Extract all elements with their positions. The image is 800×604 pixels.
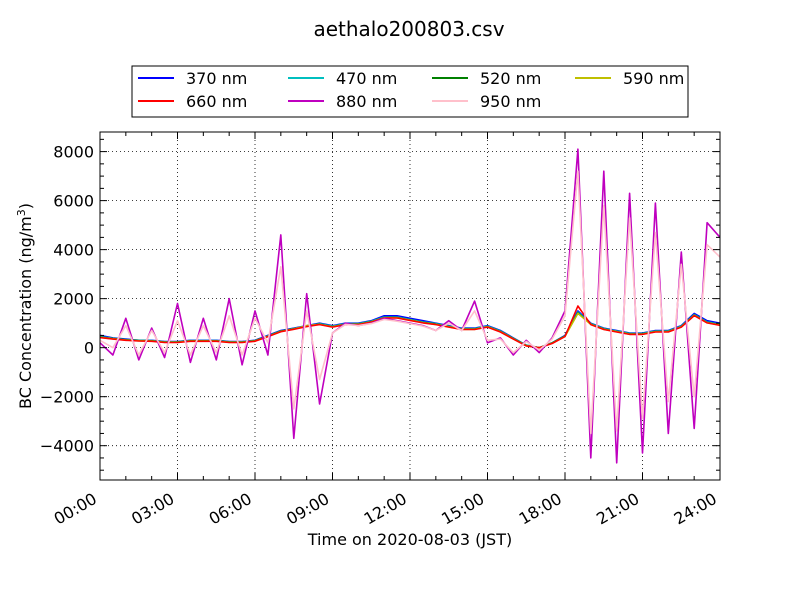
x-tick-label: 12:00 xyxy=(361,489,410,529)
grid xyxy=(100,132,720,480)
series-line-470-nm xyxy=(100,311,720,349)
x-tick-label: 03:00 xyxy=(128,489,177,529)
legend: 370 nm 470 nm 520 nm 590 nm 660 nm 880 nm 950 … xyxy=(131,65,689,118)
legend-label: 880 nm xyxy=(336,92,397,111)
legend-frame xyxy=(131,65,689,118)
y-tick-labels: −4000 −2000 0 2000 4000 6000 8000 xyxy=(40,143,94,456)
legend-label: 590 nm xyxy=(623,69,684,88)
chart-title: aethalo200803.csv xyxy=(313,17,504,41)
legend-label: 370 nm xyxy=(186,69,247,88)
legend-label: 520 nm xyxy=(480,69,541,88)
plot-lines xyxy=(100,148,720,464)
y-axis-label-main: BC Concentration (ng/m xyxy=(16,216,35,409)
y-axis-label-close: ) xyxy=(16,203,35,209)
x-tick-label: 15:00 xyxy=(438,489,487,529)
x-tick-label: 24:00 xyxy=(671,489,720,529)
x-tick-labels: 00:00 03:00 06:00 09:00 12:00 15:00 18:00 21:00… xyxy=(51,489,720,529)
y-axis-label-superscript: 3 xyxy=(15,209,28,216)
y-tick-label: 6000 xyxy=(53,192,94,211)
y-tick-label: 2000 xyxy=(53,290,94,309)
series-line-950-nm xyxy=(100,170,720,435)
x-tick-label: 18:00 xyxy=(516,489,565,529)
x-tick-label: 09:00 xyxy=(283,489,332,529)
y-tick-label: 8000 xyxy=(53,143,94,162)
y-tick-label: −2000 xyxy=(40,388,94,407)
legend-label: 470 nm xyxy=(336,69,397,88)
legend-label: 950 nm xyxy=(480,92,541,111)
x-axis-label: Time on 2020-08-03 (JST) xyxy=(307,530,512,549)
y-tick-label: 0 xyxy=(84,339,94,358)
x-tick-label: 06:00 xyxy=(206,489,255,529)
y-axis-label: BC Concentration (ng/m3) xyxy=(15,203,35,409)
legend-label: 660 nm xyxy=(186,92,247,111)
x-tick-label: 21:00 xyxy=(593,489,642,529)
y-tick-label: −4000 xyxy=(40,437,94,456)
ticks xyxy=(99,132,721,480)
series-line-660-nm xyxy=(100,305,720,349)
x-tick-label: 00:00 xyxy=(51,489,100,529)
y-tick-label: 4000 xyxy=(53,241,94,260)
